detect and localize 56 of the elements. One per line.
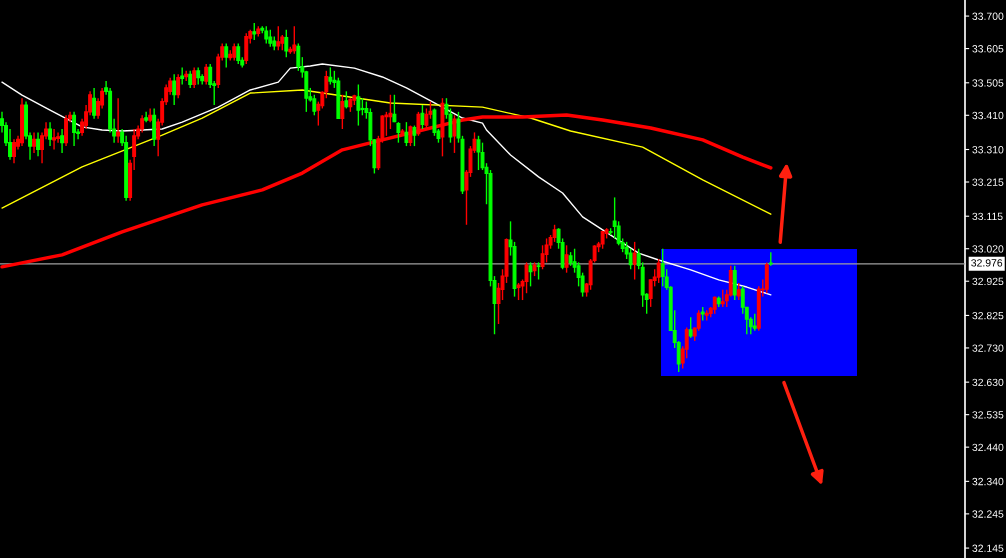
candlestick [116,97,121,144]
y-tick-label: 32.730 [972,344,1004,352]
candlestick [296,42,301,72]
candlestick [544,237,549,264]
candlestick [64,114,69,147]
candlestick [92,87,97,120]
candlestick [420,104,425,130]
y-tick-label: 33.115 [972,212,1003,221]
candlestick [564,244,569,274]
candlestick [632,241,637,281]
y-tick-label: 33.215 [972,178,1004,186]
y-tick-label: 33.310 [972,146,1004,154]
y-tick-label: 32.245 [972,510,1004,518]
candlestick [340,94,345,130]
candlestick [60,128,65,154]
candlestick [404,121,409,147]
candlestick [72,111,77,147]
y-tick-label: 32.535 [972,411,1004,419]
y-tick-label: 33.020 [972,245,1004,253]
candlestick [292,25,297,55]
candlestick [412,124,417,147]
candlestick [476,135,481,171]
line-series [1,89,772,215]
candlestick [356,83,361,127]
y-tick-label: 33.410 [972,111,1004,120]
candlestick [32,131,36,154]
candlestick [396,121,401,144]
candlestick [452,114,457,154]
y-tick-label: 32.440 [972,443,1004,452]
candlestick [184,70,189,82]
candlestick [236,42,241,65]
candlestick [152,107,157,147]
y-tick-label: 32.145 [972,544,1004,552]
y-tick-label: 32.825 [972,311,1004,320]
candlestick [36,131,40,158]
candlestick [52,128,57,151]
candlestick [172,73,177,106]
candlestick [628,248,633,270]
candlestick [244,32,249,65]
candlestick [204,63,209,86]
y-tick-label: 32.925 [972,277,1004,286]
y-tick-label: 32.340 [972,477,1004,486]
candlestick [176,73,181,99]
ref-line-label: 32.976 [971,259,1003,267]
candlestick [12,138,16,164]
candlestick [660,248,665,288]
candlestick [656,258,661,284]
y-tick-label: 33.605 [972,45,1004,53]
y-tick-label: 32.630 [972,378,1004,387]
candlestick [208,63,213,89]
candlestick [528,261,533,288]
candlestick [48,121,53,147]
y-tick-label: 33.700 [972,12,1004,20]
candlestick [688,316,693,339]
candlestick [392,94,397,123]
y-tick-label: 33.505 [972,79,1004,87]
